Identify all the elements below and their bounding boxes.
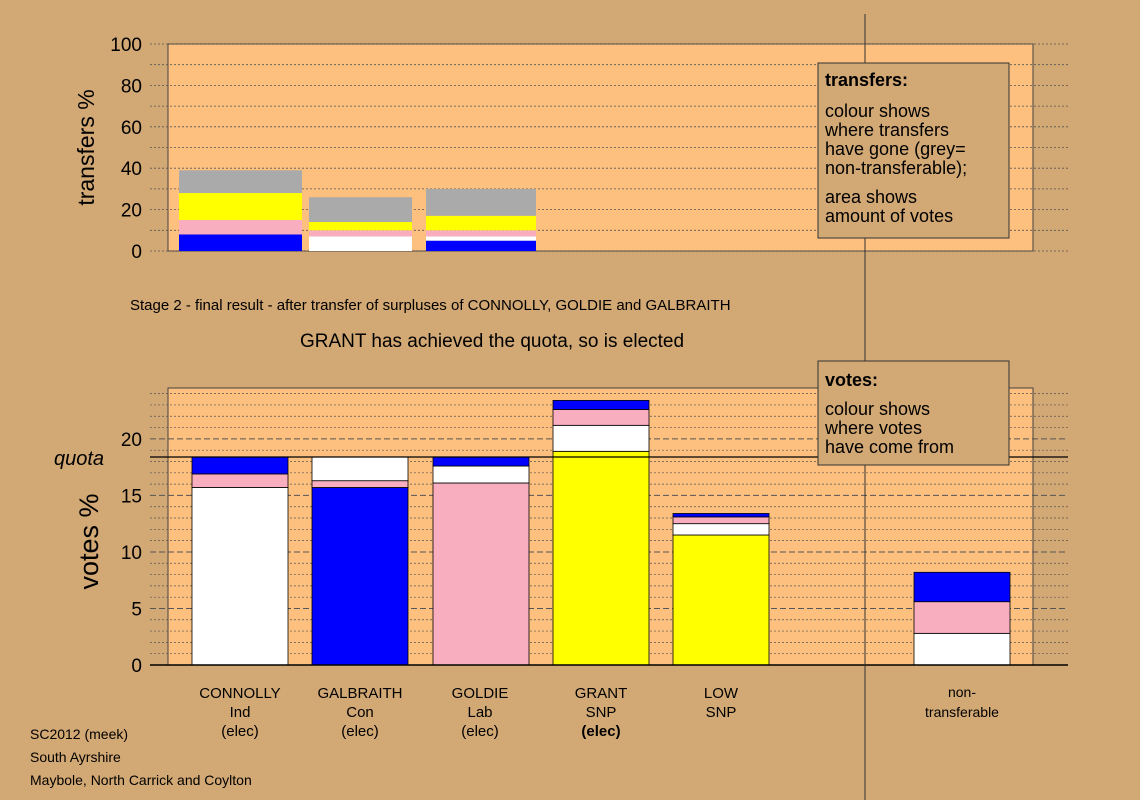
transfer-bar-segment [179,219,302,235]
vote-bar-segment [432,482,530,666]
y-tick-label: 0 [131,242,142,263]
candidate-party: Con [346,704,374,721]
transfers-legend-line: area shows [825,187,917,207]
candidate-party: Ind [230,704,251,721]
votes-legend-line: have come from [825,437,954,457]
vote-bar-segment [672,516,770,525]
vote-bar-segment [913,601,1011,634]
candidate-party: SNP [706,704,737,721]
footer-source: SC2012 (meek) [30,726,128,742]
vote-bar-segment [311,487,409,666]
footer-ward: Maybole, North Carrick and Coylton [30,772,252,788]
y-tick-label: 60 [121,118,142,139]
footer-council: South Ayrshire [30,749,121,765]
vote-bar-segment [913,571,1011,603]
transfers-legend-line: where transfers [824,120,949,140]
transfer-bar-segment [179,193,302,220]
candidate-labels: CONNOLLY Ind (elec) GALBRAITH Con (elec)… [199,684,999,740]
votes-legend-line: colour shows [825,399,930,419]
transfer-bar-segment [179,170,302,194]
candidate-name: LOW [704,685,739,702]
y-tick-label: 15 [121,486,142,507]
quota-label: quota [54,448,104,470]
votes-legend-heading: votes: [825,370,878,390]
y-tick-label: 40 [121,159,142,180]
y-tick-label: 5 [131,599,142,620]
vote-bar-segment [191,456,289,475]
candidate-name: GALBRAITH [317,685,402,702]
y-tick-label: 20 [121,201,142,222]
transfer-bar-segment [426,230,536,237]
y-tick-label: 20 [121,430,142,451]
votes-legend: votes: colour shows where votes have com… [817,360,1010,466]
y-tick-label: 100 [110,35,142,56]
vote-bar-segment [191,487,289,666]
y-tick-label: 10 [121,543,142,564]
candidate-status: (elec) [221,723,259,740]
votes-legend-box [817,360,1010,466]
transfers-legend-line: colour shows [825,101,930,121]
candidate-name: CONNOLLY [199,685,280,702]
candidate-party: Lab [467,704,492,721]
y-tick-label: 80 [121,76,142,97]
vote-bar-segment [672,523,770,536]
transfer-bar-segment [309,197,412,223]
vote-bar-segment [552,450,650,666]
elected-message: GRANT has achieved the quota, so is elec… [300,331,684,352]
vote-bar-segment [552,424,650,452]
y-axis-label: transfers % [73,89,99,205]
transfer-bar-segment [309,230,412,237]
candidate-name: GRANT [575,685,628,702]
vote-bar-segment [552,400,650,410]
transfer-bar-segment [179,234,302,251]
transfer-bar-segment [426,240,536,251]
vote-bar-segment [913,632,1011,666]
votes-legend-line: where votes [824,418,922,438]
transfer-bar-segment [426,215,536,231]
transfers-legend-box [817,62,1010,239]
vote-bar-segment [672,534,770,666]
footer: SC2012 (meek) South Ayrshire Maybole, No… [30,726,252,788]
candidate-party: SNP [586,704,617,721]
y-axis-label: votes % [74,493,104,589]
transfers-legend-line: amount of votes [825,206,953,226]
transfers-legend: transfers: colour shows where transfers … [817,62,1010,239]
transfer-bar-segment [426,236,536,241]
nontransferable-label: non- [948,684,976,700]
vote-bar-segment [552,409,650,426]
transfer-bar-segment [309,236,412,251]
nontransferable-label: transferable [925,704,999,720]
candidate-status: (elec) [581,723,620,740]
vote-bar-segment [311,480,409,488]
vote-bar-segment [432,456,530,467]
vote-bar-segment [311,456,409,482]
vote-bar-segment [672,513,770,518]
candidate-status: (elec) [461,723,499,740]
candidate-status: (elec) [341,723,379,740]
transfers-legend-line: non-transferable); [825,158,967,178]
transfers-legend-heading: transfers: [825,70,908,90]
transfers-legend-line: have gone (grey= [825,139,966,159]
candidate-name: GOLDIE [452,685,509,702]
transfer-bar-segment [309,222,412,231]
vote-bar-segment [432,465,530,484]
transfer-bar-segment [426,188,536,216]
y-tick-label: 0 [131,656,142,677]
vote-bar-segment [191,473,289,488]
stage-title: Stage 2 - final result - after transfer … [130,297,731,314]
